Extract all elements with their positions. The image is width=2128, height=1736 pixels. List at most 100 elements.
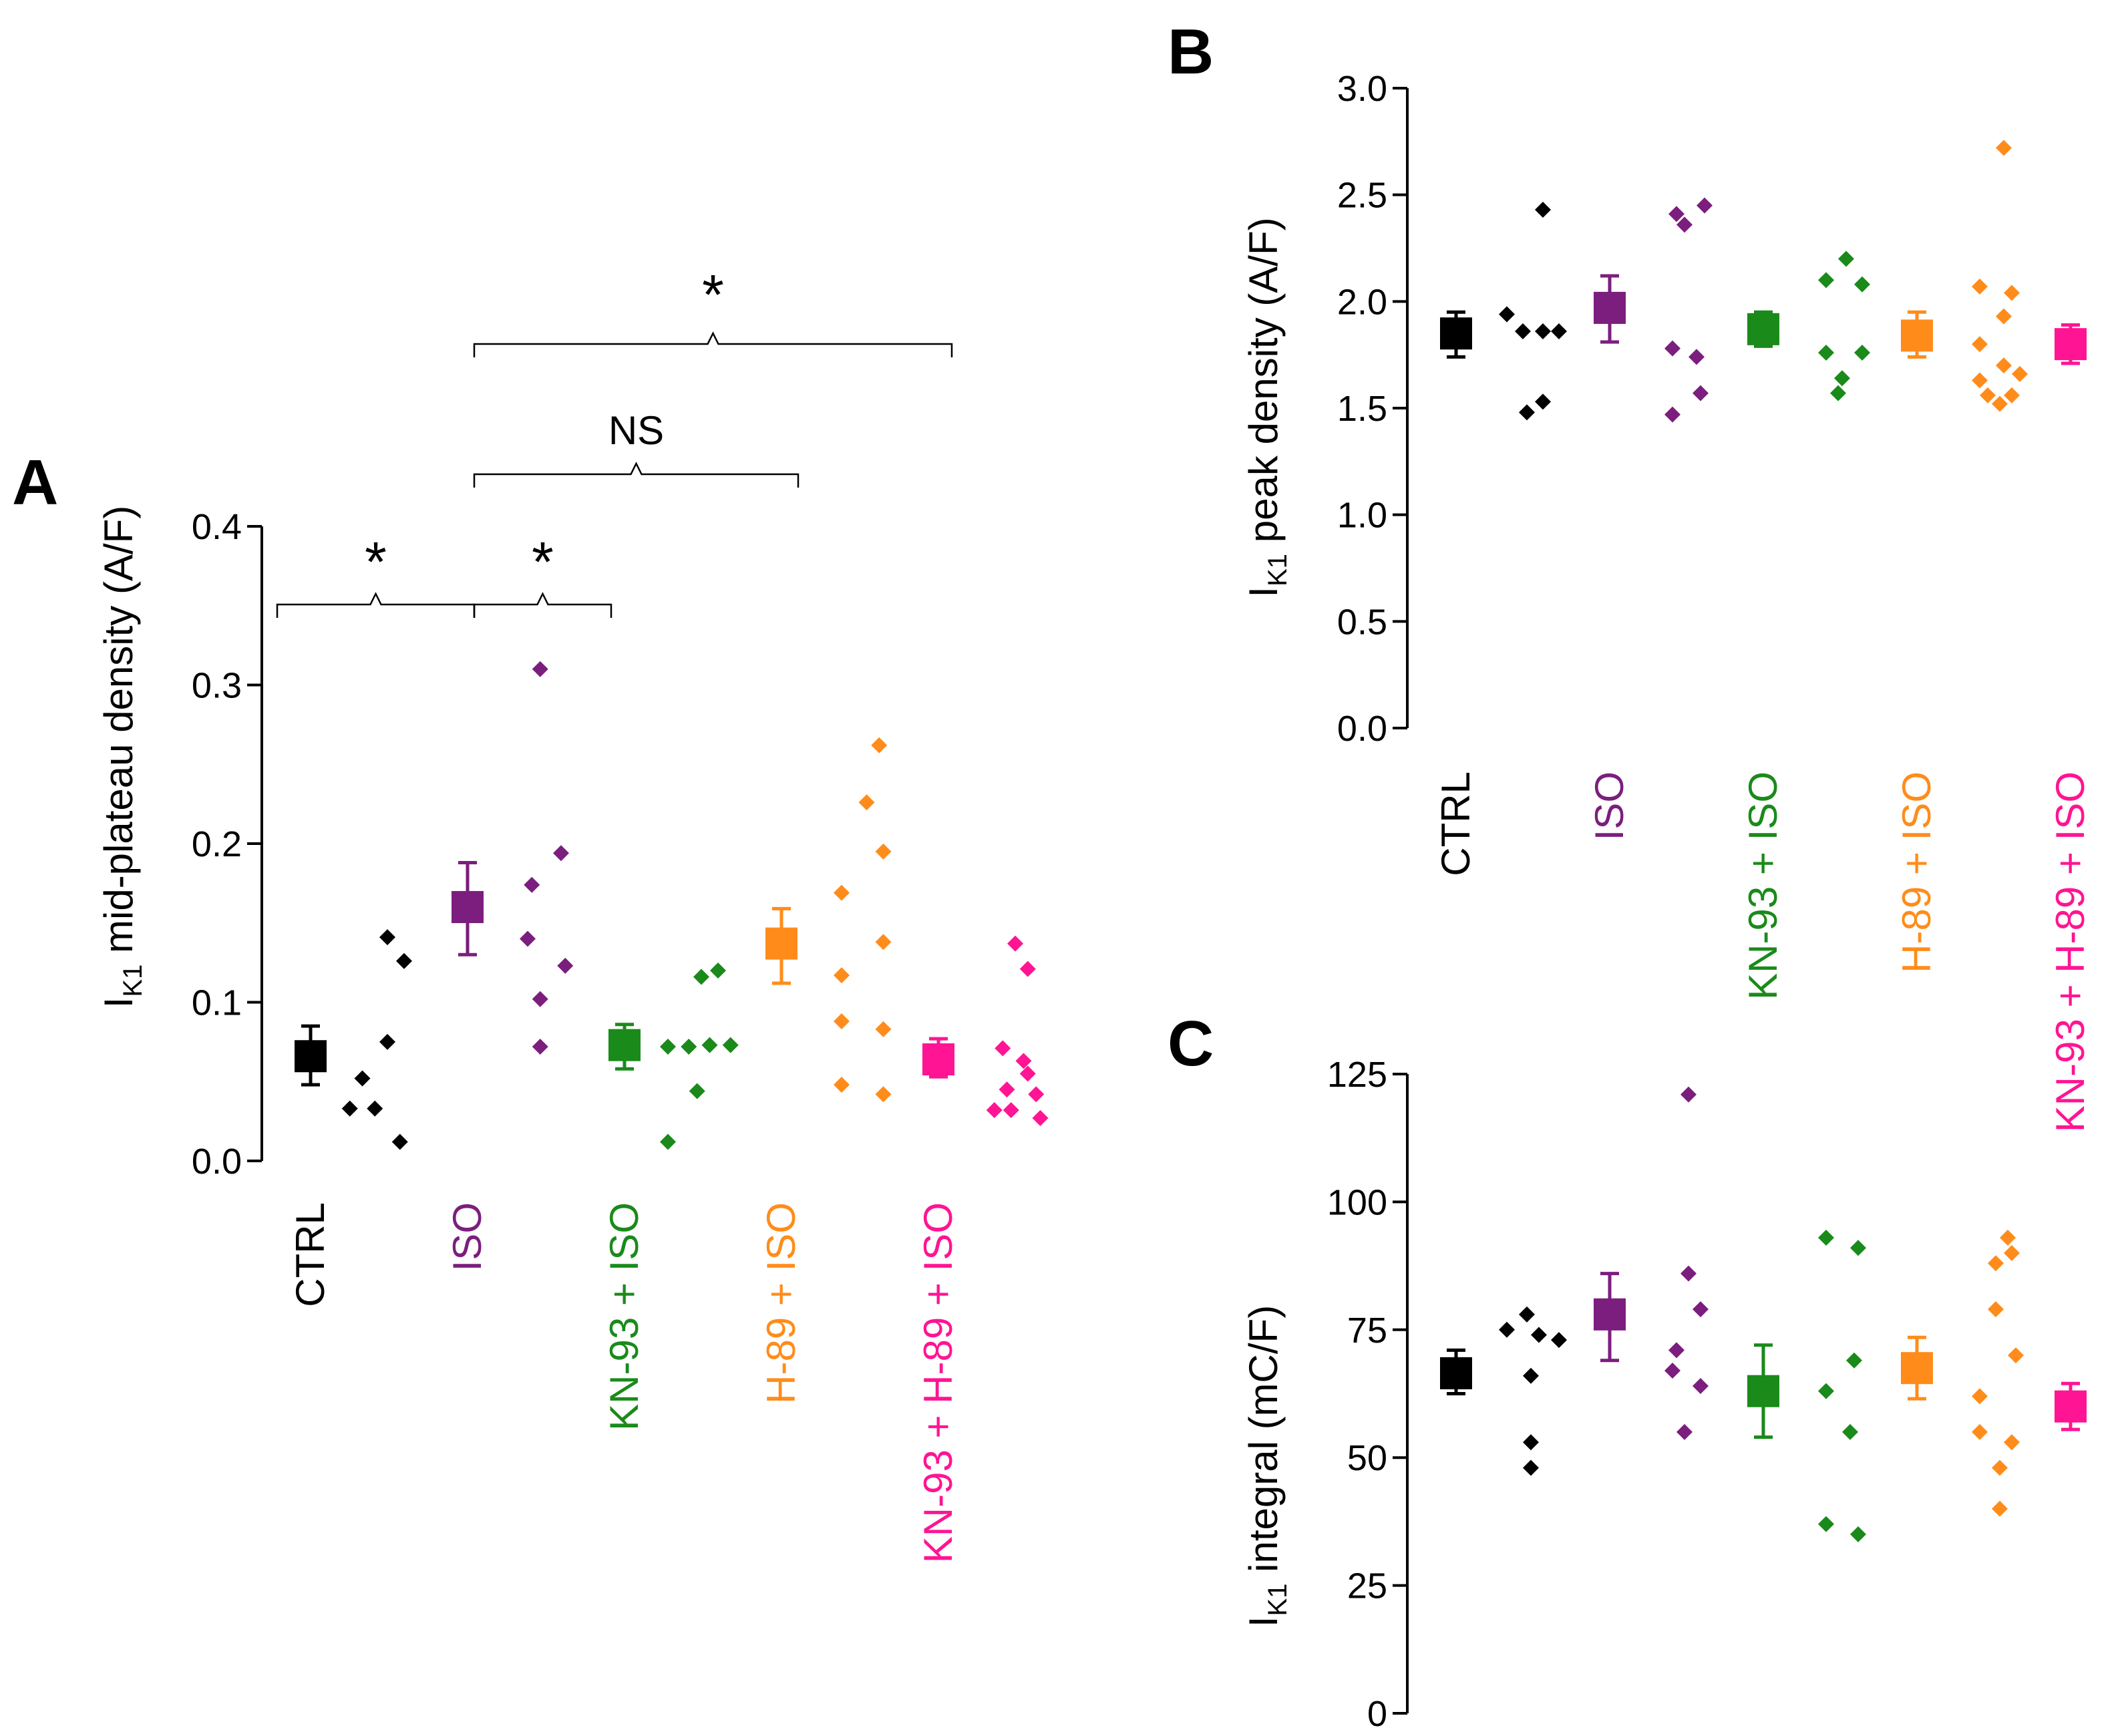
panel-c-data-point <box>1693 1378 1709 1395</box>
panel-a-data-point <box>986 1102 1003 1118</box>
panel-a-data-point <box>1019 1065 1036 1082</box>
panel-c-data-point <box>2004 1434 2020 1451</box>
panel-c-y-tick-label: 100 <box>1327 1182 1387 1222</box>
panel-b-data-point <box>1818 344 1834 361</box>
panel-c-series-kn-93-iso <box>1747 1229 1866 1543</box>
panel-a-significance-label: * <box>702 263 724 326</box>
panel-b-series-ctrl <box>1440 202 1567 421</box>
panel-b-data-point <box>1972 278 1988 295</box>
panel-a-category-labels: CTRL ISO KN-93 + ISO H-89 + ISO KN-93 + H-89… <box>288 1202 960 1563</box>
panel-c-y-tick-label: 125 <box>1327 1055 1387 1095</box>
panel-b-y-tick-label: 0.5 <box>1337 602 1387 642</box>
panel-b-series-iso <box>1594 197 1713 423</box>
panel-c-data-point <box>1531 1327 1547 1343</box>
panel-a-y-tick-label: 0.3 <box>192 666 242 706</box>
panel-b-data-point <box>1972 336 1988 353</box>
panel-a-data-point <box>701 1037 718 1053</box>
panel-b-data-point <box>2004 387 2020 403</box>
panel-c-data-point <box>1988 1255 2004 1272</box>
panel-a-series-iso <box>452 661 574 1055</box>
panel-a-data-point <box>532 661 548 677</box>
panel-b-data-point <box>1992 395 2008 412</box>
panel-a-significance-bracket <box>473 462 800 488</box>
panel-b-data-point <box>1535 393 1551 410</box>
panel-a-data-point <box>710 963 726 979</box>
panel-a-data-point <box>1028 1086 1045 1103</box>
panel-b-y-title: IK1 peak density (A/F) <box>1241 217 1292 597</box>
panel-c-y-tick-label: 0 <box>1367 1694 1387 1734</box>
panel-b-mean-marker <box>1747 313 1779 345</box>
panel-c-data-point <box>1988 1301 2004 1318</box>
panel-a-data-point <box>999 1081 1015 1098</box>
panel-b-letter: B <box>1168 16 1214 88</box>
panel-b-data-point <box>1697 197 1713 214</box>
panel-c-mean-marker <box>1440 1357 1472 1389</box>
panel-b-y-title-subscript: K1 <box>1263 554 1292 586</box>
panel-c-data-point <box>1551 1332 1567 1349</box>
panel-c-data-point <box>2008 1347 2024 1364</box>
panel-a-series-kn-93-iso <box>608 963 739 1150</box>
panel-b-mean-marker <box>1440 317 1472 350</box>
panel-a-y-tick-label: 0.2 <box>192 824 242 864</box>
panel-b-y-title-rest: peak density (A/F) <box>1241 217 1286 554</box>
panel-a-data-point <box>1019 961 1036 977</box>
panel-a-data-point <box>689 1083 705 1099</box>
panel-b-mean-marker <box>1901 319 1933 352</box>
panel-a-data-point <box>875 843 892 860</box>
panel-b-data-point <box>1535 323 1551 340</box>
panel-c-data-point <box>1664 1363 1680 1379</box>
panel-a-data-point <box>660 1039 676 1055</box>
panel-c-data-point <box>1499 1321 1515 1338</box>
panel-b-y-tick-label: 3.0 <box>1337 69 1387 109</box>
panel-b-y-tick-label: 0.0 <box>1337 709 1387 749</box>
panel-a-data-point <box>532 1039 548 1055</box>
panel-c-y-title-rest: integral (mC/F) <box>1241 1305 1286 1584</box>
panel-a-data-point <box>367 1100 383 1117</box>
panel-a-data-point <box>341 1100 358 1117</box>
panel-b-data-point <box>2012 365 2028 382</box>
panel-b-data-point <box>1854 276 1870 293</box>
panel-a-significance-bracket <box>276 592 476 618</box>
panel-a-data-point <box>871 737 888 753</box>
panel-a-data-point <box>834 1013 850 1029</box>
panel-b-mean-marker <box>2055 328 2087 361</box>
panel-a-data-point <box>557 957 574 974</box>
panel-b-y-title-main: I <box>1241 586 1286 598</box>
panel-a-data-point <box>379 929 395 946</box>
panel-c-marks <box>1440 1086 2087 1543</box>
panel-b-series-h-89-iso <box>1901 140 2028 412</box>
panel-c-data-point <box>1680 1086 1697 1103</box>
panel-b-data-point <box>2004 285 2020 301</box>
panel-a-data-point <box>1015 1053 1032 1069</box>
panel-c-data-point <box>1972 1388 1988 1405</box>
panel-c-data-point <box>1992 1459 2008 1476</box>
panel-b-data-point <box>1664 340 1680 357</box>
panel-b-data-point <box>1996 357 2012 374</box>
panel-b-y-tick-label: 2.0 <box>1337 282 1387 322</box>
panel-b-data-point <box>1551 323 1567 340</box>
panel-b-data-point <box>1515 323 1531 340</box>
panel-a-data-point <box>858 794 875 811</box>
panel-c-data-point <box>2000 1229 2016 1246</box>
panel-b-data-point <box>1830 385 1846 401</box>
panel-c-y-title: IK1 integral (mC/F) <box>1241 1305 1292 1627</box>
panel-a-data-point <box>722 1037 739 1053</box>
panel-a-series-h-89-iso <box>765 737 892 1103</box>
panel-a-data-point <box>532 991 548 1007</box>
panel-a-data-point <box>834 884 850 901</box>
panel-c-y-title-main: I <box>1241 1616 1286 1627</box>
panel-a-y-title-main: I <box>96 997 141 1009</box>
panel-a-data-point <box>834 1077 850 1093</box>
panel-a-data-point <box>834 967 850 984</box>
panel-a-data-point <box>875 1086 892 1103</box>
panel-c-data-point <box>1680 1265 1697 1282</box>
panel-b-data-point <box>1854 344 1870 361</box>
panel-b-category-label-kn-93-iso: KN-93 + ISO <box>1741 771 1785 1000</box>
panel-b-data-point <box>1499 306 1515 323</box>
panel-b-data-point <box>1693 385 1709 401</box>
panel-a-significance: * * NS * <box>276 263 953 618</box>
panel-b-data-point <box>1834 370 1850 387</box>
panel-c-y-title-subscript: K1 <box>1263 1584 1292 1616</box>
panel-b-data-point <box>1668 206 1684 222</box>
panel-b-data-point <box>1818 272 1834 289</box>
